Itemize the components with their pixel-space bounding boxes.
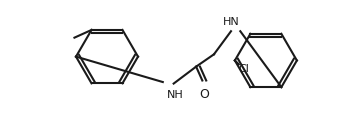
- Text: O: O: [200, 88, 210, 101]
- Text: HN: HN: [222, 17, 239, 27]
- Text: NH: NH: [167, 90, 184, 100]
- Text: Cl: Cl: [239, 64, 249, 74]
